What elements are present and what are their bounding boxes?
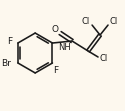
Text: F: F: [53, 66, 58, 75]
Text: Cl: Cl: [110, 17, 118, 26]
Text: Br: Br: [1, 59, 11, 68]
Text: NH: NH: [58, 43, 71, 52]
Text: O: O: [52, 25, 59, 34]
Text: Cl: Cl: [82, 17, 90, 26]
Text: Cl: Cl: [100, 55, 108, 63]
Text: F: F: [7, 37, 12, 46]
